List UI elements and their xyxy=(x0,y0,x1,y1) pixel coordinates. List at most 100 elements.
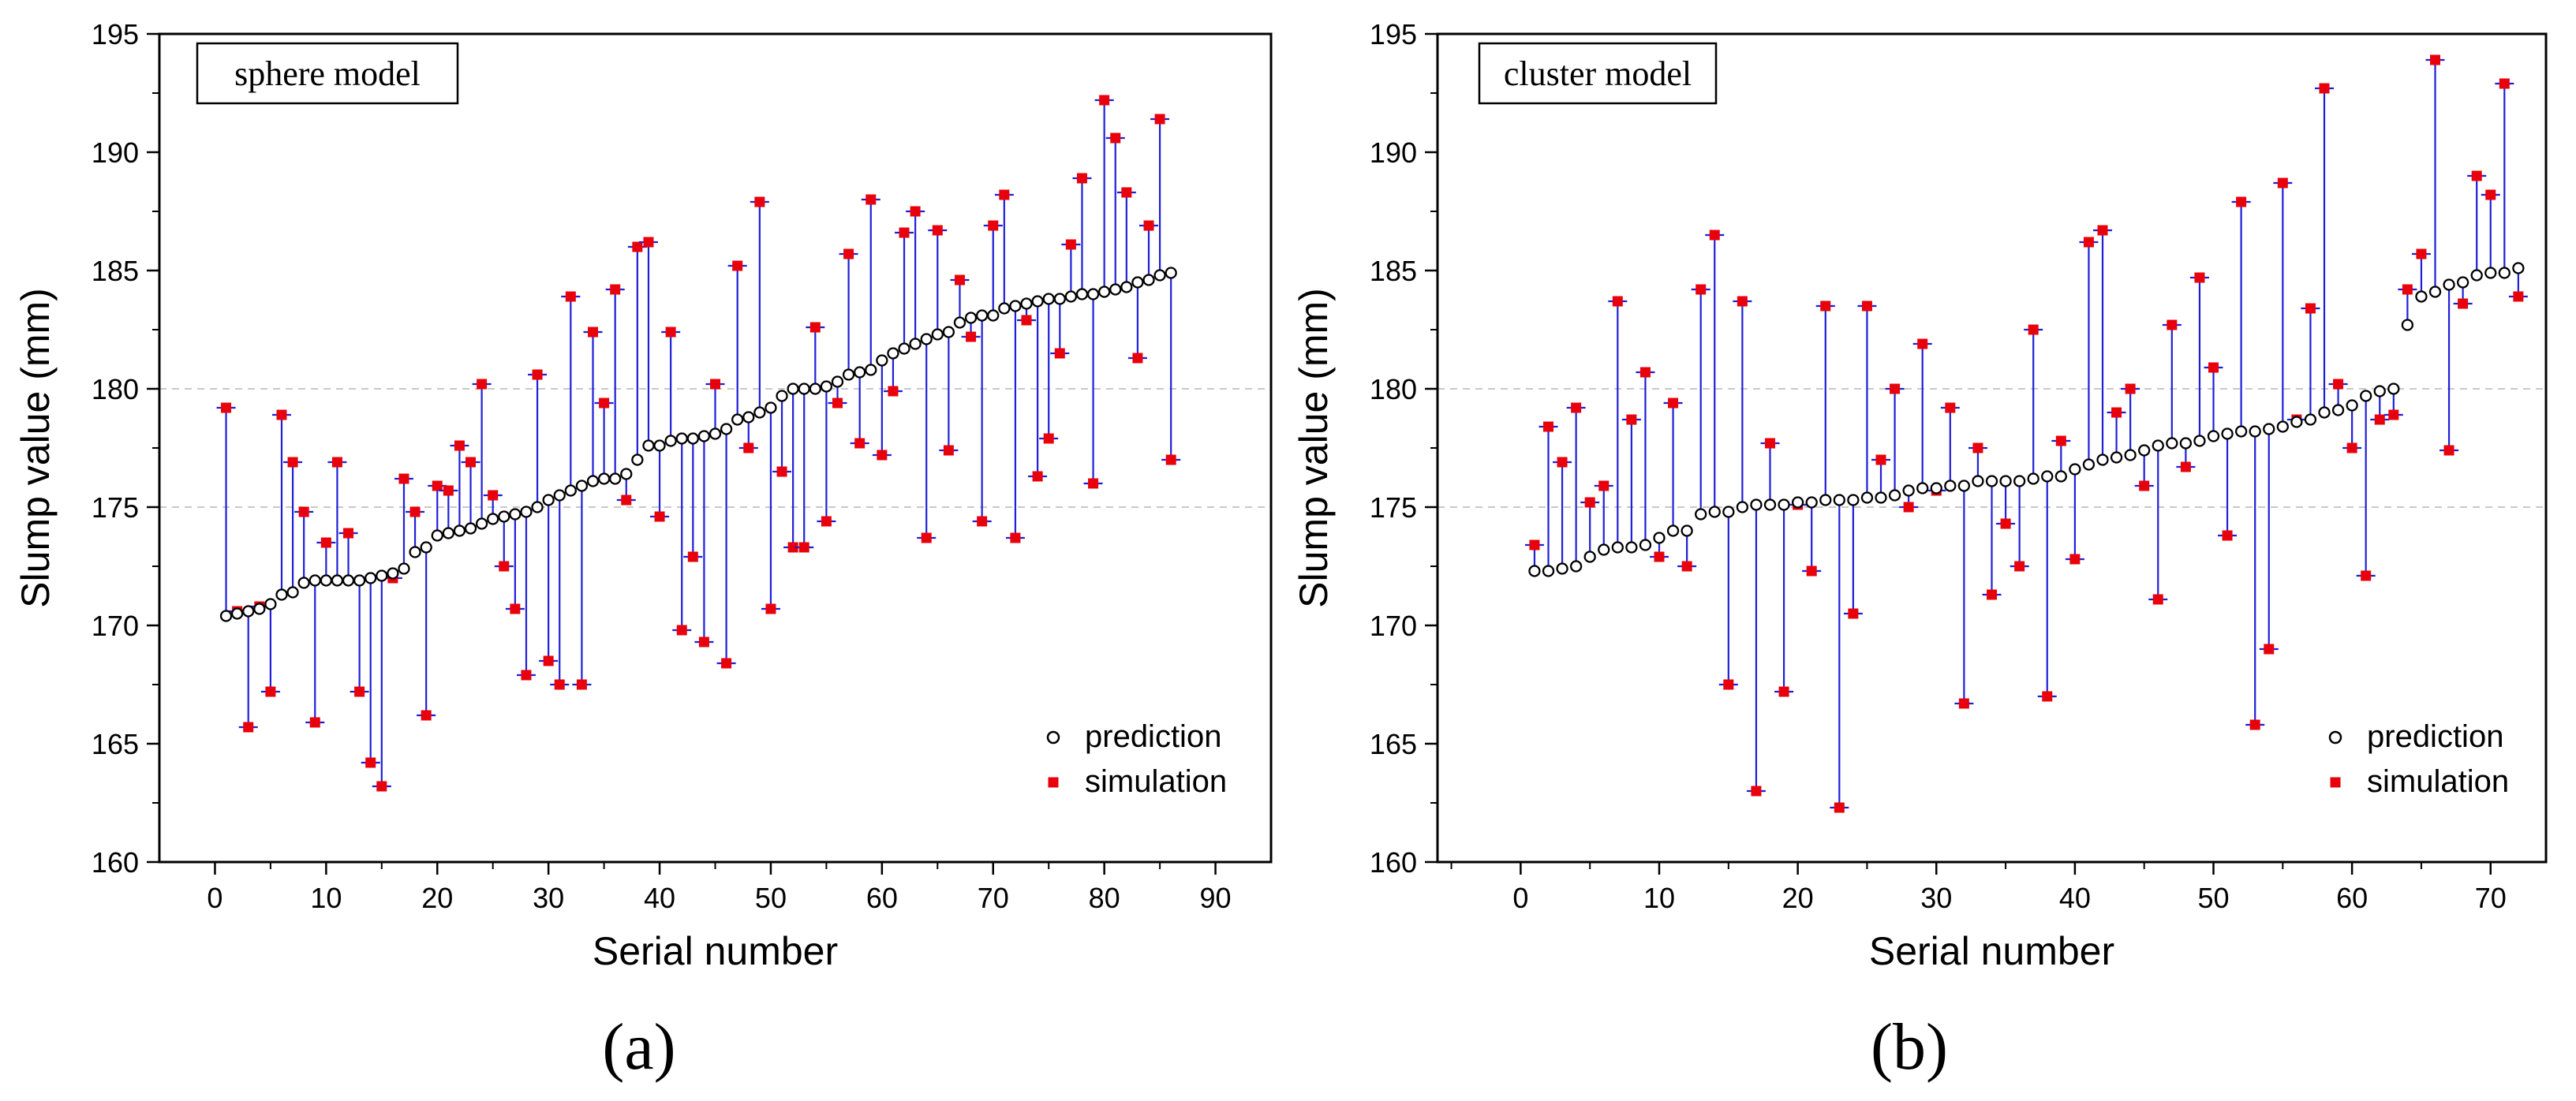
prediction-point xyxy=(2234,425,2248,438)
prediction-point xyxy=(2096,453,2109,466)
prediction-point xyxy=(2166,437,2178,450)
prediction-point xyxy=(1805,496,1818,509)
connector-lines xyxy=(1533,60,2519,808)
prediction-point xyxy=(809,383,821,395)
y-tick-label: 175 xyxy=(1370,491,1417,524)
prediction-point xyxy=(2428,286,2442,298)
simulation-point xyxy=(1143,220,1154,231)
prediction-point xyxy=(342,574,355,587)
simulation-point xyxy=(454,440,465,451)
prediction-point xyxy=(953,316,966,329)
prediction-point xyxy=(753,406,766,419)
simulation-point xyxy=(298,506,309,517)
prediction-point xyxy=(353,574,366,587)
x-tick-label: 50 xyxy=(2197,882,2229,914)
simulation-point xyxy=(1043,433,1054,444)
prediction-point xyxy=(1556,562,1568,575)
simulation-point xyxy=(1890,383,1901,394)
prediction-point xyxy=(487,513,499,525)
prediction-point xyxy=(365,572,377,584)
prediction-point xyxy=(1902,484,1915,497)
simulation-point xyxy=(2069,554,2081,565)
prediction-point xyxy=(1972,475,1984,487)
simulation-point xyxy=(1848,608,1859,619)
simulation-point xyxy=(499,561,510,572)
simulation-point xyxy=(554,679,565,690)
simulation-point xyxy=(821,516,832,527)
simulation-point xyxy=(854,438,866,449)
prediction-point xyxy=(2318,406,2331,419)
prediction-point xyxy=(2082,458,2096,471)
y-tick-label: 160 xyxy=(92,846,139,879)
prediction-point xyxy=(387,567,399,580)
simulation-point xyxy=(687,551,698,562)
legend-prediction-marker xyxy=(1046,730,1060,745)
simulation-point xyxy=(1654,551,1665,562)
prediction-point xyxy=(242,605,255,618)
prediction-point xyxy=(1053,293,1066,305)
prediction-point xyxy=(1666,524,1680,537)
simulation-point xyxy=(2264,644,2275,655)
simulation-markers xyxy=(216,95,1181,792)
simulation-point xyxy=(354,686,365,697)
x-tick-label: 40 xyxy=(2059,882,2091,914)
simulation-point xyxy=(2167,319,2178,330)
y-tick-label: 190 xyxy=(92,136,139,169)
simulation-point xyxy=(1681,561,1692,572)
legend-simulation-marker xyxy=(1048,777,1059,788)
simulation-point xyxy=(899,227,910,238)
prediction-point xyxy=(2331,404,2345,416)
simulation-point xyxy=(1945,402,1956,413)
legend-simulation-marker xyxy=(2330,777,2341,788)
simulation-point xyxy=(510,603,521,614)
prediction-point xyxy=(1888,489,1901,502)
legend-simulation-label: simulation xyxy=(2367,764,2509,799)
prediction-point xyxy=(2373,385,2386,397)
simulation-point xyxy=(2430,54,2440,65)
simulation-point xyxy=(276,409,287,420)
prediction-point xyxy=(1542,565,1555,577)
prediction-point xyxy=(686,432,699,445)
prediction-point xyxy=(2415,290,2428,303)
simulation-point xyxy=(832,397,843,409)
prediction-point xyxy=(898,342,910,355)
simulation-point xyxy=(565,291,576,302)
x-tick-label: 80 xyxy=(1089,882,1120,914)
simulation-point xyxy=(2361,570,2372,581)
simulation-point xyxy=(2374,414,2385,425)
chart-title-box: sphere model xyxy=(196,42,459,105)
y-axis-label: Slump value (mm) xyxy=(13,288,58,608)
simulation-point xyxy=(2458,298,2469,309)
prediction-point xyxy=(2304,413,2317,426)
prediction-point xyxy=(887,347,899,360)
prediction-point xyxy=(653,439,666,452)
simulation-point xyxy=(754,196,765,207)
prediction-point xyxy=(909,338,922,350)
simulation-point xyxy=(966,331,977,342)
x-axis-label: Serial number xyxy=(593,929,838,973)
simulation-point xyxy=(398,473,409,484)
prediction-point xyxy=(1086,288,1100,300)
simulation-point xyxy=(588,327,599,338)
y-tick-label: 195 xyxy=(1370,18,1417,50)
prediction-point xyxy=(464,522,477,535)
simulation-point xyxy=(2014,561,2025,572)
connector-lines xyxy=(225,100,1172,786)
simulation-point xyxy=(1875,454,1886,465)
simulation-point xyxy=(877,450,888,461)
simulation-point xyxy=(1612,296,1623,307)
simulation-point xyxy=(465,457,477,468)
y-tick-label: 165 xyxy=(92,728,139,760)
simulation-point xyxy=(243,722,254,733)
prediction-point xyxy=(2387,383,2400,395)
prediction-point xyxy=(2512,262,2525,274)
prediction-point xyxy=(2263,423,2275,435)
prediction-markers xyxy=(1528,262,2525,577)
prediction-point xyxy=(609,472,622,485)
prediction-point xyxy=(1098,286,1111,298)
x-tick-label: 30 xyxy=(533,882,564,914)
prediction-point xyxy=(2484,267,2497,279)
simulation-point xyxy=(2028,324,2039,335)
prediction-point xyxy=(453,524,466,537)
prediction-point xyxy=(1722,506,1735,518)
